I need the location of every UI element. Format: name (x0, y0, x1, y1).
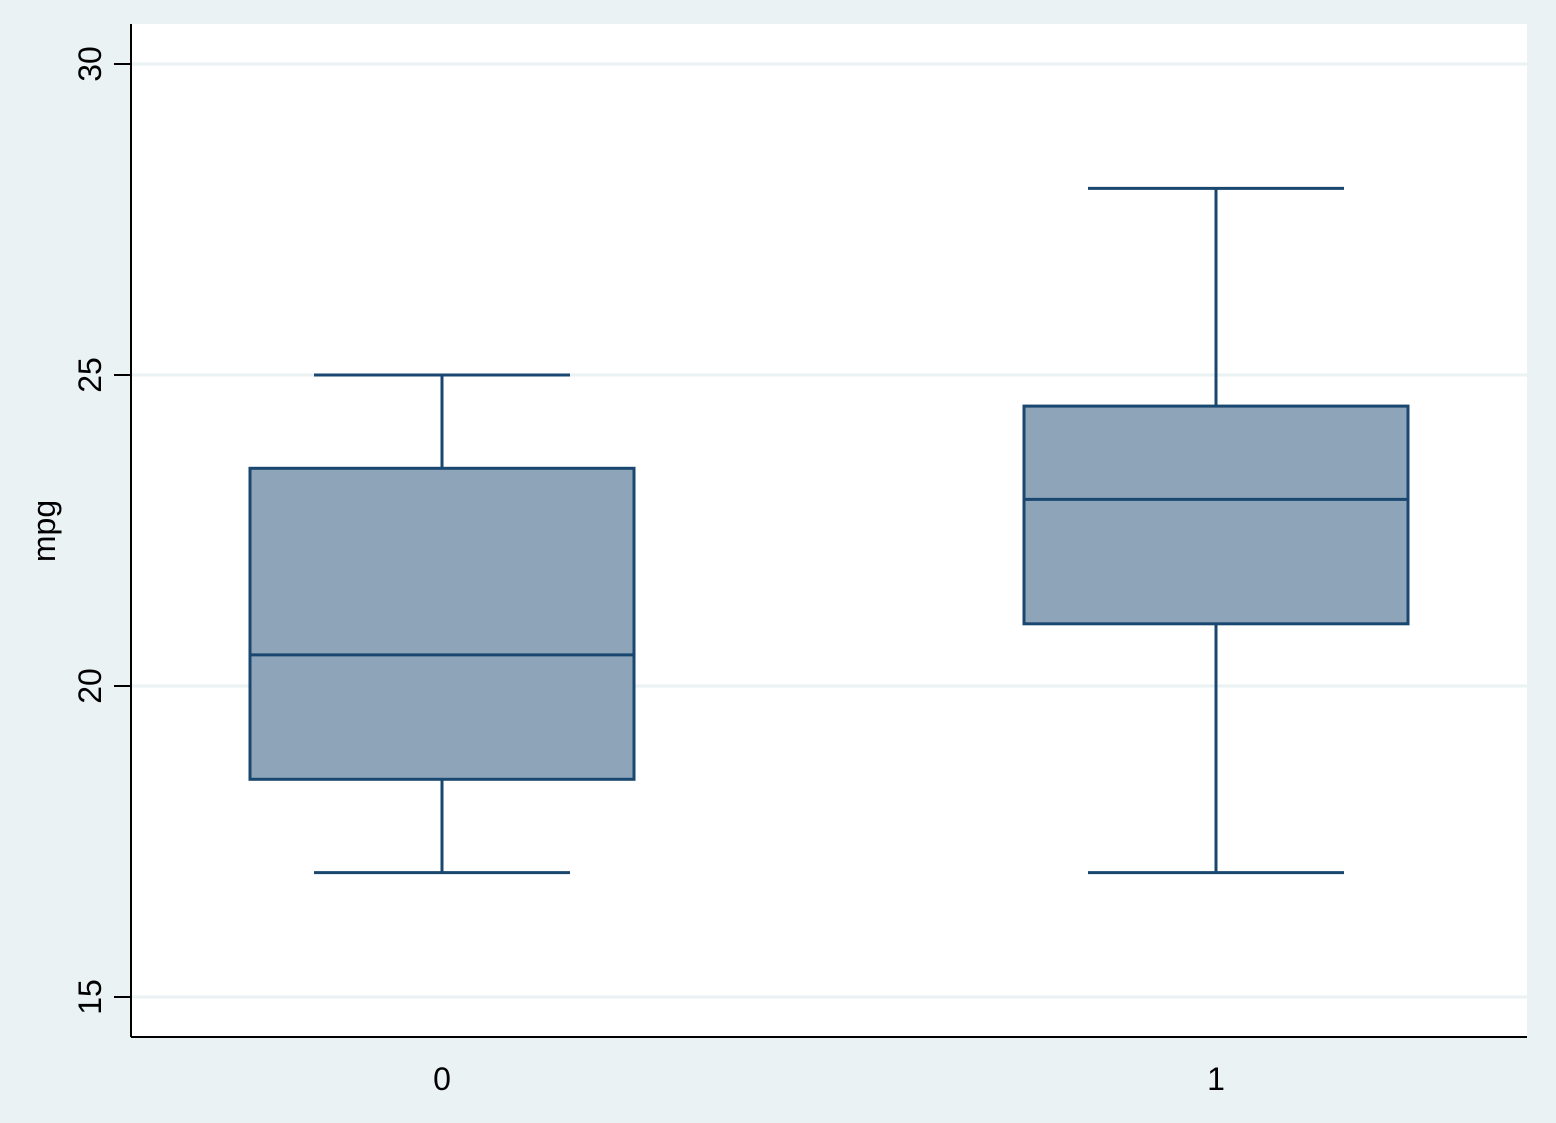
y-axis: 15 20 25 30 (72, 24, 132, 1037)
x-tick-label: 0 (433, 1061, 451, 1097)
y-tick-label: 15 (72, 979, 108, 1015)
y-tick-label: 20 (72, 668, 108, 704)
gridlines (131, 62, 1527, 999)
boxes (248, 186, 1410, 875)
iqr-box (1022, 404, 1410, 626)
x-tick-label: 1 (1207, 1061, 1225, 1097)
box-group-0 (248, 373, 636, 875)
y-axis-title: mpg (26, 500, 62, 562)
y-tick-label: 30 (72, 46, 108, 82)
y-tick-label: 25 (72, 357, 108, 393)
box-group-1 (1022, 186, 1410, 875)
iqr-box (248, 466, 636, 781)
